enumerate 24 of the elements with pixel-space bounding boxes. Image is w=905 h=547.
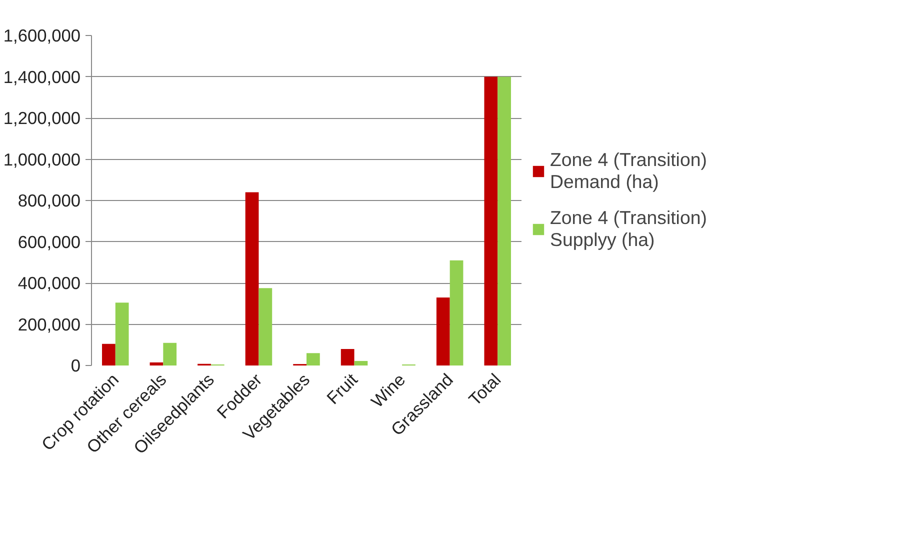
- y-tick-label: 1,000,000: [3, 149, 81, 170]
- y-tick-label: 800,000: [18, 190, 81, 210]
- legend-label: Zone 4 (Transition) Demand (ha): [550, 149, 707, 193]
- bar: [115, 302, 129, 366]
- bar: [354, 360, 368, 366]
- bar: [163, 342, 177, 366]
- y-tick-label: 200,000: [18, 314, 81, 334]
- bar: [498, 76, 511, 366]
- y-tick-label: 1,200,000: [3, 108, 81, 128]
- bar: [436, 297, 450, 366]
- bar: [258, 288, 272, 366]
- y-tick-label: 1,600,000: [3, 26, 81, 46]
- y-tick-label: 600,000: [18, 232, 81, 252]
- bar: [245, 192, 259, 366]
- y-tick-label: 1,400,000: [3, 66, 81, 87]
- bar: [484, 76, 498, 366]
- y-tick-label: 400,000: [18, 273, 81, 293]
- y-tick-label: 0: [70, 356, 81, 376]
- bar: [306, 353, 320, 366]
- bar: [102, 344, 116, 366]
- legend-label: Zone 4 (Transition) Supplyy (ha): [550, 207, 707, 251]
- bar: [450, 260, 464, 366]
- bar: [150, 362, 164, 366]
- bar: [340, 349, 354, 366]
